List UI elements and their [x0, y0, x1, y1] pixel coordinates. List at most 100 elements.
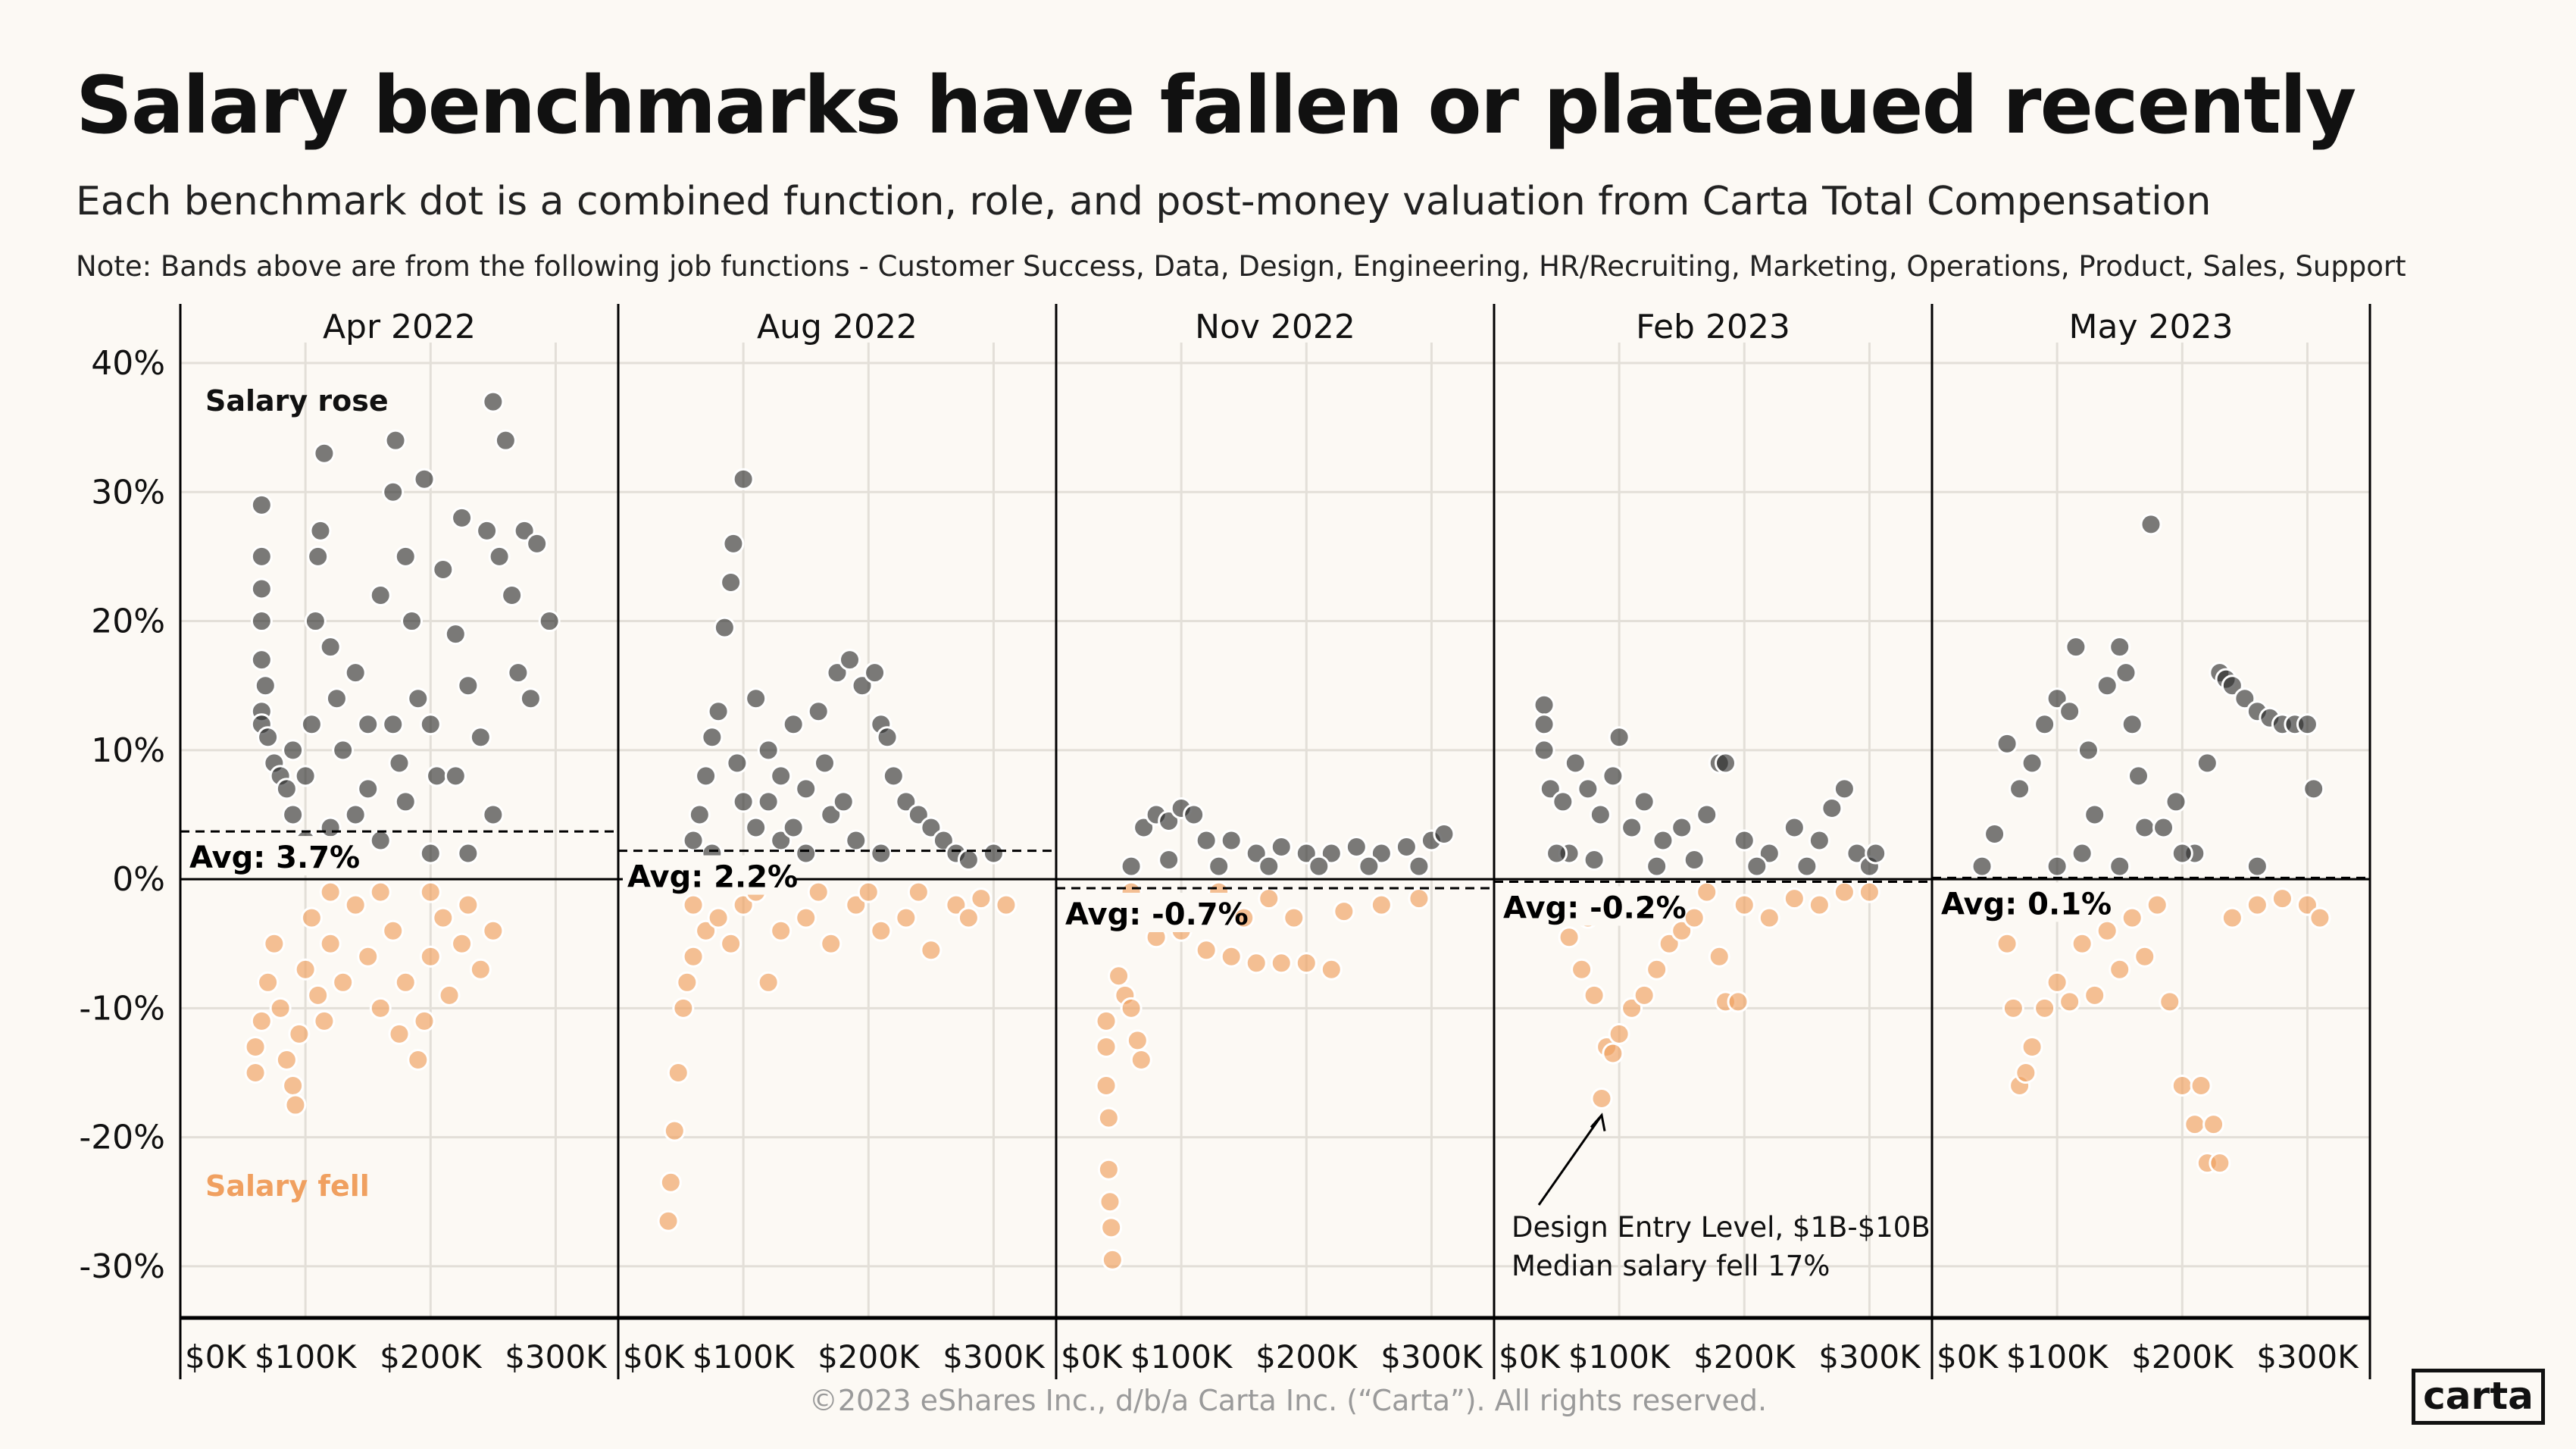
point-salary-rose [413, 468, 436, 490]
point-salary-fell [1758, 906, 1780, 929]
point-salary-rose [982, 842, 1005, 865]
point-salary-fell [419, 945, 442, 968]
point-salary-fell [1195, 939, 1218, 962]
point-salary-rose [1133, 816, 1155, 839]
point-salary-rose [1120, 855, 1143, 878]
point-salary-fell [419, 881, 442, 903]
point-salary-fell [1220, 945, 1243, 968]
x-tick-label: $100K [1130, 1338, 1233, 1375]
point-salary-fell [857, 881, 880, 903]
point-salary-fell [1108, 965, 1130, 987]
point-salary-rose [701, 726, 724, 749]
point-salary-rose [1758, 842, 1780, 865]
point-salary-rose [294, 765, 317, 787]
point-salary-rose [388, 752, 411, 775]
average-label-bg [1937, 882, 2109, 922]
point-salary-fell [970, 887, 993, 910]
point-salary-rose [1308, 855, 1330, 878]
salary-rose-label: Salary rose [205, 384, 389, 418]
point-salary-rose [1633, 790, 1655, 813]
panel-header: Apr 2022 [323, 308, 476, 346]
average-label: Avg: 0.1% [1941, 887, 2112, 922]
annotation-arrow [1537, 1114, 1603, 1206]
point-salary-rose [695, 765, 717, 787]
point-salary-fell [344, 893, 367, 916]
panel-header: Aug 2022 [757, 308, 918, 346]
point-salary-fell [244, 1061, 267, 1084]
point-salary-rose [1865, 842, 1887, 865]
x-tick-label: $100K [692, 1338, 796, 1375]
point-salary-fell [1646, 958, 1668, 981]
point-salary-rose [1833, 778, 1855, 800]
point-salary-fell [2071, 932, 2093, 955]
point-salary-fell [682, 893, 705, 916]
point-salary-fell [1095, 1075, 1118, 1097]
point-salary-fell [413, 1009, 436, 1032]
point-salary-rose [394, 545, 417, 568]
point-salary-rose [2109, 636, 2131, 659]
point-salary-rose [444, 765, 467, 787]
point-salary-rose [757, 790, 780, 813]
point-salary-fell [1590, 1088, 1613, 1110]
point-salary-rose [501, 584, 524, 607]
point-salary-rose [482, 390, 505, 413]
point-salary-fell [2134, 945, 2156, 968]
point-salary-fell [357, 945, 380, 968]
point-salary-rose [1583, 849, 1605, 872]
point-salary-rose [309, 519, 332, 542]
point-salary-rose [1552, 790, 1574, 813]
point-salary-rose [1796, 855, 1818, 878]
point-salary-fell [672, 997, 695, 1019]
point-salary-rose [1996, 732, 2018, 755]
point-salary-rose [1320, 842, 1343, 865]
point-salary-fell [1633, 984, 1655, 1006]
point-salary-rose [2009, 778, 2031, 800]
point-salary-fell [2184, 1113, 2206, 1136]
point-salary-fell [288, 1022, 311, 1045]
point-salary-rose [1533, 693, 1555, 716]
y-tick-label: 20% [91, 602, 165, 641]
point-salary-fell [1130, 1048, 1152, 1071]
point-salary-rose [2065, 636, 2087, 659]
point-salary-fell [1602, 1042, 1624, 1065]
point-salary-rose [1345, 836, 1368, 859]
point-salary-fell [957, 906, 980, 929]
x-tick-label: $200K [2131, 1338, 2234, 1375]
point-salary-fell [388, 1022, 411, 1045]
point-salary-rose [307, 545, 330, 568]
point-salary-rose [469, 726, 492, 749]
point-salary-rose [2096, 674, 2118, 697]
y-tick-label: -10% [79, 989, 165, 1028]
point-salary-rose [795, 842, 818, 865]
point-salary-fell [451, 932, 474, 955]
point-salary-rose [2121, 713, 2143, 736]
annotation-line-1: Design Entry Level, $1B-$10B [1512, 1211, 1930, 1244]
point-salary-fell [1683, 906, 1705, 929]
point-salary-rose [2109, 855, 2131, 878]
point-salary-rose [2152, 816, 2175, 839]
average-label-bg [623, 855, 796, 895]
point-salary-fell [895, 906, 918, 929]
point-salary-fell [2084, 984, 2106, 1006]
x-tick-label: $0K [1499, 1338, 1561, 1375]
x-tick-label: $300K [505, 1338, 608, 1375]
point-salary-rose [432, 558, 455, 581]
x-tick-label: $300K [943, 1338, 1046, 1375]
salary-fell-label: Salary fell [205, 1169, 370, 1203]
point-salary-rose [2221, 674, 2243, 697]
point-salary-rose [282, 739, 305, 762]
panel-header: Nov 2022 [1195, 308, 1355, 346]
point-salary-fell [820, 932, 843, 955]
point-salary-fell [2309, 906, 2331, 929]
point-salary-fell [1783, 887, 1805, 910]
point-salary-fell [1808, 893, 1830, 916]
point-salary-rose [401, 610, 424, 633]
point-salary-rose [732, 790, 755, 813]
point-salary-fell [1120, 997, 1143, 1019]
point-salary-fell [2046, 971, 2068, 994]
point-salary-rose [895, 790, 918, 813]
point-salary-rose [254, 674, 277, 697]
average-label: Avg: -0.2% [1503, 890, 1687, 925]
point-salary-rose [907, 803, 930, 826]
